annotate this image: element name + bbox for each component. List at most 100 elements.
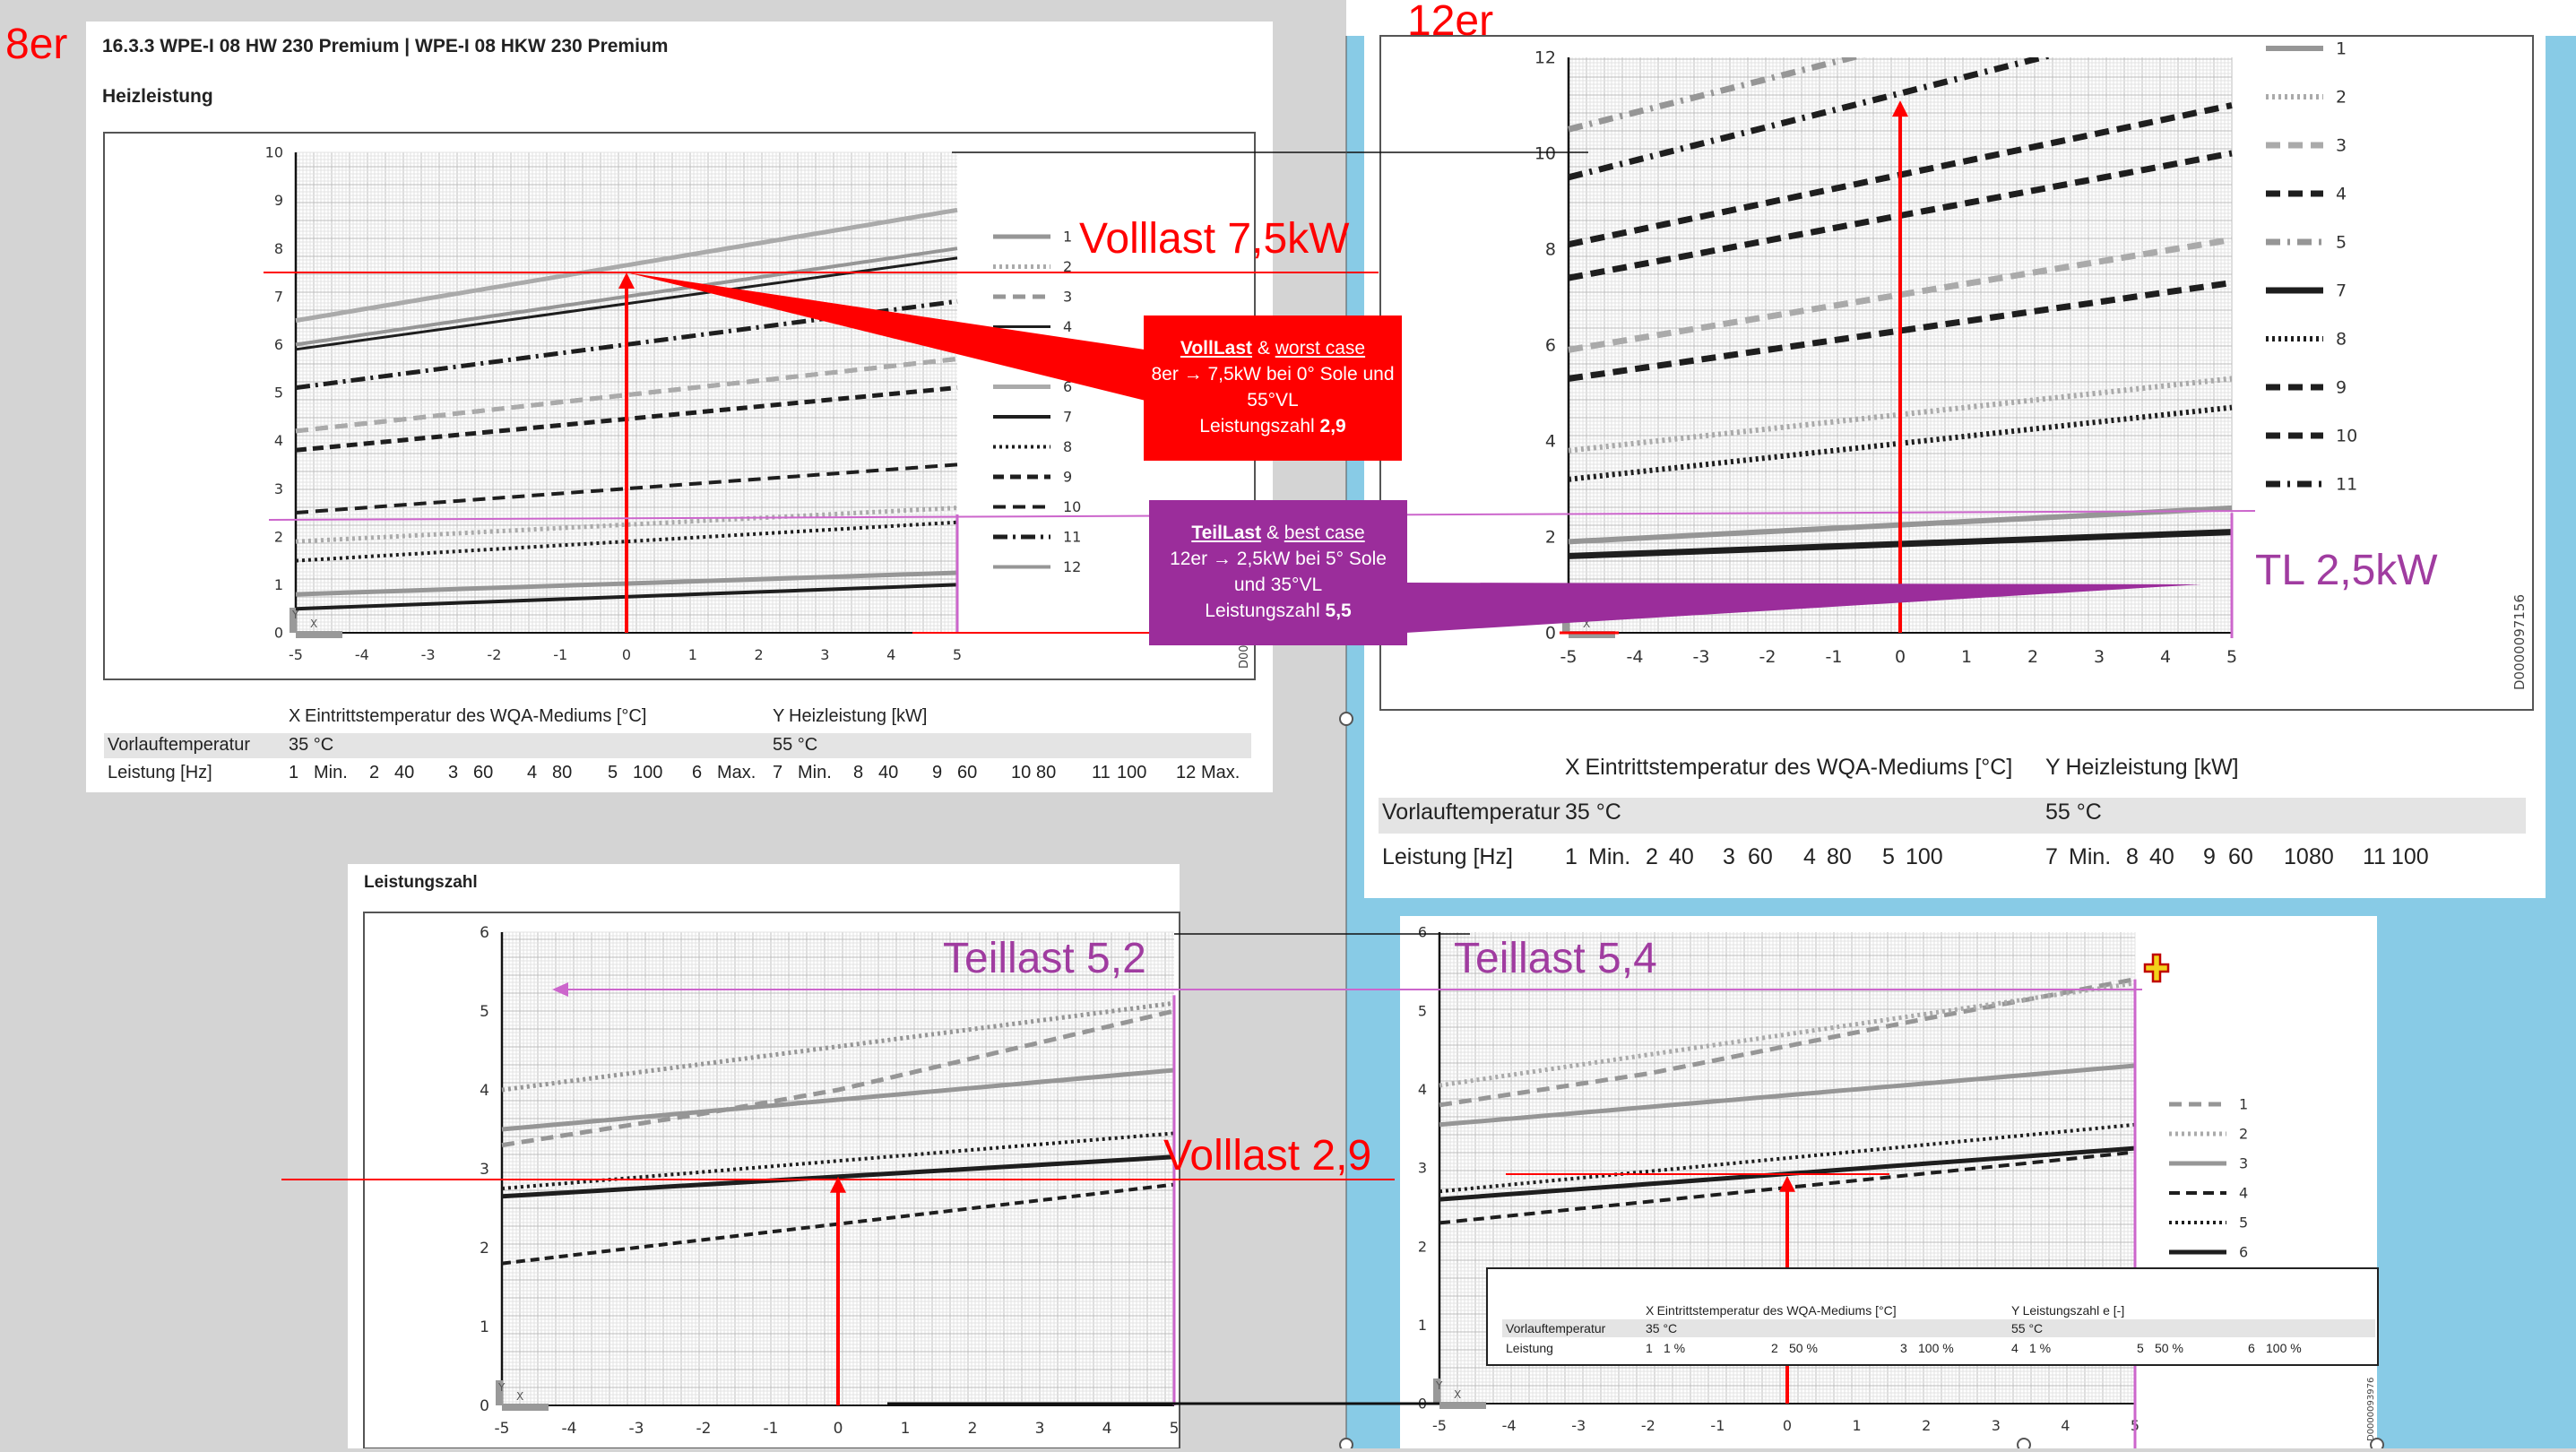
cop_8er-xtick-4: -1: [764, 1420, 779, 1438]
legend-12er-row2-right-1: Min.: [2069, 844, 2112, 869]
legend-cop-12er-row1-label: Vorlauftemperatur: [1506, 1321, 1606, 1335]
cop_12er-legend-label-4: 4: [2239, 1185, 2248, 1202]
cop_8er-ytick-4: 4: [480, 1082, 489, 1100]
cop_8er-xtick-5: 0: [834, 1420, 843, 1438]
legend-8er-row1-left: 35 °C: [289, 735, 334, 755]
cop_12er-x-marker: [1439, 1402, 1486, 1409]
callout-teillast-head-a: TeilLast: [1191, 523, 1262, 543]
callout-volllast-line3b: 2,9: [1319, 416, 1346, 436]
heiz_8er-ytick-3: 3: [274, 480, 283, 497]
legend-8er-row2-right-9: 100: [1117, 763, 1147, 782]
heiz_8er-xtick-4: -1: [553, 646, 567, 663]
heiz_8er-ytick-9: 9: [274, 192, 283, 209]
legend-12er-x-text: Eintrittstemperatur des WQA-Mediums [°C]: [1585, 755, 2013, 780]
cop_8er-series-3: [501, 1067, 1175, 1132]
cop_12er-legend-label-2: 2: [2239, 1126, 2248, 1143]
legend-cop-12er-row1-bar: [1502, 1319, 2375, 1337]
heizleistung-title: Heizleistung: [102, 86, 213, 107]
heiz_8er-series-10: [295, 462, 958, 514]
heiz_8er-group: -5-4-3-2-1012345012345678910YX1234567891…: [265, 144, 1082, 663]
cop_8er-ytick-6: 6: [480, 924, 489, 942]
tag-12er: 12er: [1407, 0, 1494, 45]
cop_12er-legend-label-1: 1: [2239, 1096, 2248, 1113]
handle-circle-bottom-far: [2370, 1438, 2384, 1452]
heiz_12er-legend-label-8: 8: [2336, 330, 2347, 350]
callout-teillast-head-c: best case: [1284, 523, 1365, 543]
legend-8er-row2-right-3: 40: [878, 763, 899, 782]
cop_8er-xtick-0: -5: [495, 1420, 510, 1438]
heiz_12er-ytick-4: 8: [1545, 240, 1556, 260]
callout-volllast: VollLast & worst case 8er → 7,5kW bei 0°…: [1144, 315, 1402, 461]
legend-8er-x-letter: X: [289, 706, 301, 726]
heiz_8er-y-marker: [290, 608, 297, 633]
heiz_8er-xtick-2: -3: [421, 646, 436, 663]
cop_12er-xtick-9: 4: [2061, 1417, 2070, 1434]
heiz_12er-xtick-7: 2: [2027, 647, 2038, 667]
heiz_12er-xtick-4: -1: [1826, 647, 1843, 667]
volllast-cop8-arrow-head: [830, 1176, 846, 1193]
heiz_8er-legend-label-6: 6: [1063, 378, 1072, 395]
heiz_8er-ytick-2: 2: [274, 528, 283, 545]
legend-8er-y-text: Heizleistung [kW]: [789, 706, 928, 726]
legend-12er-row2-left-2: 2: [1646, 844, 1658, 869]
cop_12er-xtick-2: -3: [1571, 1417, 1586, 1434]
callout-volllast-head-a: VollLast: [1180, 338, 1253, 359]
legend-12er-row2-left-0: 1: [1565, 844, 1578, 869]
legend-cop-12er-row2-right-5: 100 %: [2266, 1341, 2302, 1355]
heiz_8er-legend-label-9: 9: [1063, 469, 1072, 486]
heiz_8er-ytick-5: 5: [274, 385, 283, 402]
legend-12er-row2-left-3: 40: [1669, 844, 1694, 869]
legend-12er-row2-left-7: 80: [1827, 844, 1852, 869]
cop_12er-y-marker: [1433, 1379, 1440, 1404]
callout-volllast-line2: 55°VL: [1247, 390, 1299, 411]
legend-cop-12er-row1-right: 55 °C: [2011, 1321, 2044, 1335]
heiz_12er-legend-label-4: 4: [2336, 185, 2347, 204]
callout-teillast-line3b: 5,5: [1325, 601, 1352, 621]
teillast-cop-arrowhead: [552, 982, 568, 997]
heiz_12er-legend-label-9: 9: [2336, 378, 2347, 398]
legend-8er-row2-right-10: 12: [1176, 763, 1197, 782]
callout-teillast-line1: 12er → 2,5kW bei 5° Sole: [1170, 549, 1387, 569]
legend-8er-row2-label: Leistung [Hz]: [108, 763, 212, 782]
legend-12er-row1-bar: [1379, 798, 2526, 834]
legend-cop-12er-y-letter: Y: [2011, 1303, 2020, 1318]
cop_8er-x-marker: [502, 1404, 549, 1411]
heiz_8er-legend-label-12: 12: [1063, 558, 1081, 575]
heiz_8er-ytick-6: 6: [274, 336, 283, 353]
heiz_12er-xtick-6: 1: [1961, 647, 1972, 667]
teillast-left-label: Teillast 5,2: [943, 935, 1146, 982]
legend-8er-row2-left-11: Max.: [717, 763, 756, 782]
cop_8er-y-letter: Y: [497, 1381, 506, 1394]
legend-8er-row2-right-5: 60: [957, 763, 978, 782]
heiz_12er-legend-label-2: 2: [2336, 88, 2347, 108]
cop_8er-ytick-1: 1: [480, 1318, 489, 1336]
heiz_8er-xtick-9: 4: [886, 646, 895, 663]
teillast-callout-pointer: [1405, 583, 2201, 633]
heiz_8er-xtick-7: 2: [755, 646, 764, 663]
legend-8er-y-letter: Y: [773, 706, 785, 726]
legend-8er-row2-left-1: Min.: [314, 763, 348, 782]
cop_12er-series-1: [1439, 977, 2136, 1108]
volllast-8er-label: Volllast 7,5kW: [1079, 215, 1350, 263]
heiz_8er-legend-label-2: 2: [1063, 258, 1072, 275]
cop_8er-y-marker: [496, 1380, 503, 1405]
cop_12er-ytick-2: 2: [1418, 1238, 1427, 1255]
legend-cop-12er-row2-right-0: 4: [2011, 1341, 2018, 1355]
heiz_12er-legend-label-1: 1: [2336, 39, 2347, 59]
cop_12er-xtick-4: -1: [1710, 1417, 1725, 1434]
cop_8er-ytick-3: 3: [480, 1161, 489, 1179]
heiz_12er-xtick-2: -3: [1693, 647, 1710, 667]
legend-8er-row2-left-7: 80: [552, 763, 573, 782]
heiz_8er-xtick-0: -5: [289, 646, 303, 663]
heiz_8er-legend-label-1: 1: [1063, 229, 1072, 246]
heiz_12er-ytick-6: 12: [1534, 48, 1556, 68]
cop_12er-y-letter: Y: [1435, 1379, 1443, 1392]
heiz_8er-legend-label-10: 10: [1063, 498, 1081, 515]
legend-8er-row2-left-8: 5: [608, 763, 618, 782]
cop_8er-ytick-5: 5: [480, 1003, 489, 1021]
callout-volllast-line1: 8er → 7,5kW bei 0° Sole und: [1151, 364, 1395, 385]
callout-teillast-line3a: Leistungszahl: [1205, 601, 1326, 621]
legend-12er-row2-left-9: 100: [1906, 844, 1943, 869]
handle-circle-bottom-right: [2017, 1438, 2031, 1452]
legend-12er-row2-right-7: 80: [2309, 844, 2334, 869]
